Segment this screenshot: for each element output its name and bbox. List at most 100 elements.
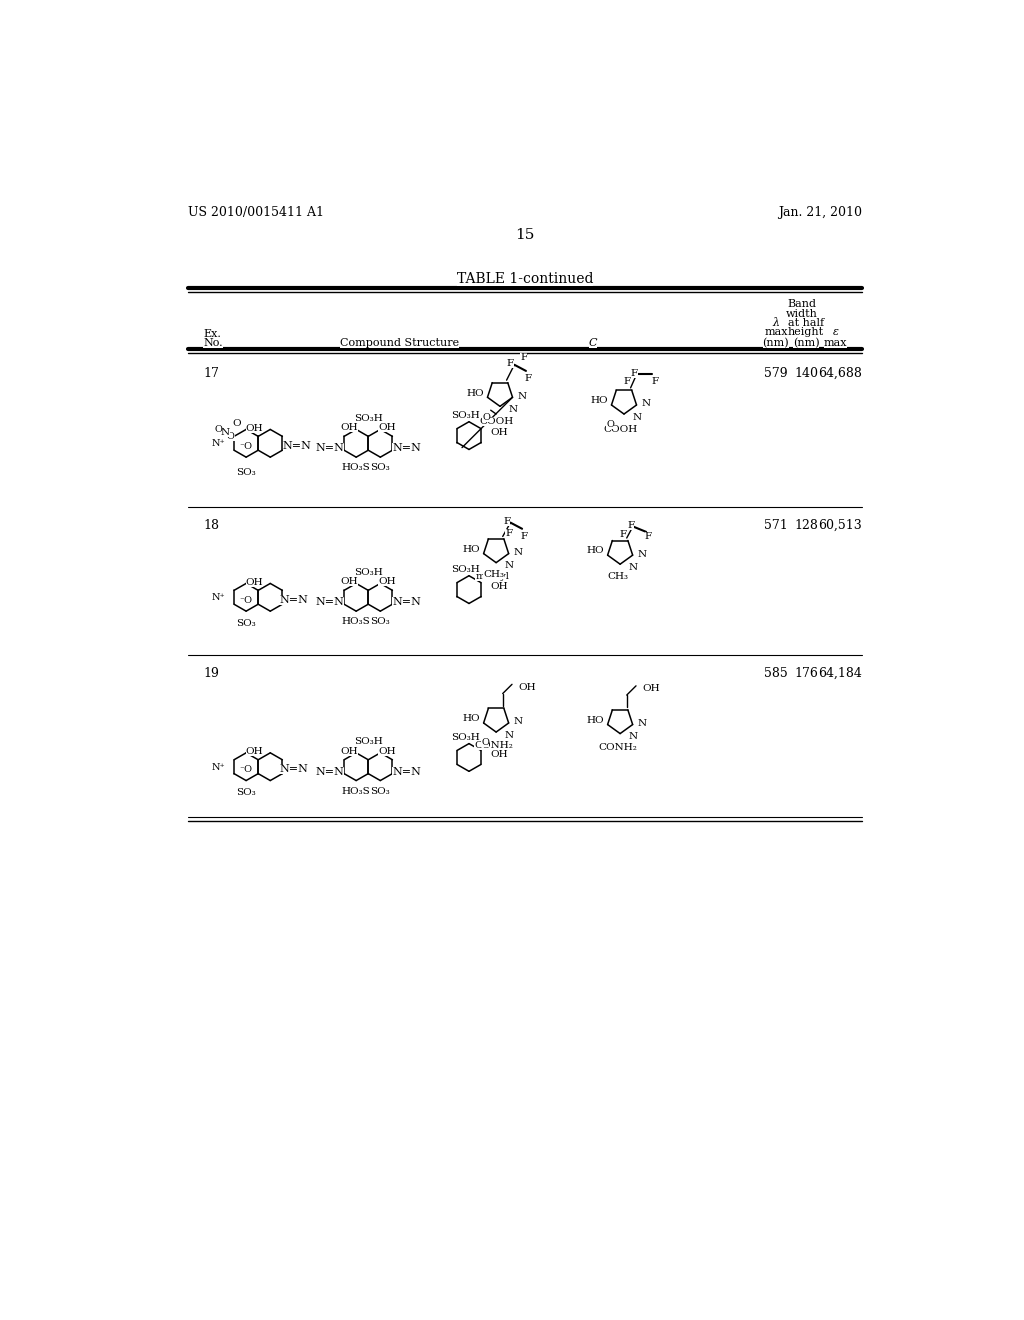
- Text: O: O: [606, 420, 614, 429]
- Text: O: O: [227, 432, 234, 441]
- Text: N=N: N=N: [280, 764, 308, 775]
- Text: OH: OH: [340, 424, 358, 432]
- Text: HO: HO: [463, 714, 480, 723]
- Text: F: F: [506, 529, 512, 537]
- Text: SO₃: SO₃: [237, 788, 256, 797]
- Text: max: max: [764, 327, 787, 337]
- Text: N⁺: N⁺: [211, 593, 225, 602]
- Text: ⁻O: ⁻O: [240, 442, 252, 451]
- Text: SO₃H: SO₃H: [354, 568, 383, 577]
- Text: methyl: methyl: [475, 572, 509, 581]
- Text: SO₃H: SO₃H: [451, 733, 479, 742]
- Text: N: N: [637, 719, 646, 727]
- Text: N=N: N=N: [315, 444, 344, 453]
- Text: (nm): (nm): [763, 338, 790, 348]
- Text: Band: Band: [787, 300, 817, 309]
- Text: OH: OH: [340, 747, 358, 755]
- Text: F: F: [520, 354, 527, 362]
- Text: F: F: [624, 378, 631, 385]
- Text: 60,513: 60,513: [818, 519, 862, 532]
- Text: OH: OH: [340, 577, 358, 586]
- Text: N=N: N=N: [315, 767, 344, 776]
- Text: N⁺: N⁺: [211, 440, 225, 449]
- Text: N=N: N=N: [392, 444, 421, 453]
- Text: US 2010/0015411 A1: US 2010/0015411 A1: [187, 206, 324, 219]
- Text: N=N: N=N: [315, 598, 344, 607]
- Text: Compound Structure: Compound Structure: [340, 338, 459, 347]
- Text: N: N: [629, 562, 638, 572]
- Text: OH: OH: [246, 424, 263, 433]
- Text: 64,688: 64,688: [818, 367, 862, 380]
- Text: F: F: [645, 532, 652, 541]
- Text: No.: No.: [203, 338, 223, 347]
- Text: OH: OH: [379, 577, 396, 586]
- Text: F: F: [521, 532, 528, 541]
- Text: SO₃: SO₃: [371, 787, 390, 796]
- Text: SO₃H: SO₃H: [451, 565, 479, 574]
- Text: OH: OH: [246, 578, 263, 587]
- Text: 17: 17: [203, 367, 219, 380]
- Text: 176: 176: [795, 667, 818, 680]
- Text: N=N: N=N: [392, 598, 421, 607]
- Text: ⁻O: ⁻O: [240, 595, 252, 605]
- Text: SO₃H: SO₃H: [451, 411, 479, 420]
- Text: OH: OH: [379, 424, 396, 432]
- Text: F: F: [507, 359, 514, 367]
- Text: HO: HO: [591, 396, 608, 405]
- Text: O: O: [214, 425, 222, 434]
- Text: CONH₂: CONH₂: [474, 742, 513, 750]
- Text: 128: 128: [795, 519, 818, 532]
- Text: N=N: N=N: [280, 595, 308, 605]
- Text: λ: λ: [772, 318, 779, 327]
- Text: 571: 571: [764, 519, 787, 532]
- Text: OH: OH: [518, 682, 536, 692]
- Text: CH₃: CH₃: [607, 572, 629, 581]
- Text: 15: 15: [515, 227, 535, 242]
- Text: HO: HO: [463, 545, 480, 554]
- Text: ε: ε: [833, 327, 839, 337]
- Text: OH: OH: [490, 428, 508, 437]
- Text: N: N: [629, 733, 638, 742]
- Text: SO₃: SO₃: [237, 619, 256, 628]
- Text: N: N: [633, 413, 642, 421]
- Text: COOH: COOH: [603, 425, 637, 434]
- Text: max: max: [824, 338, 847, 347]
- Text: COOH: COOH: [479, 417, 513, 426]
- Text: Ex.: Ex.: [203, 329, 221, 338]
- Text: N: N: [509, 405, 518, 414]
- Text: HO: HO: [467, 388, 484, 397]
- Text: SO₃: SO₃: [237, 469, 256, 477]
- Text: ⁻O: ⁻O: [240, 766, 252, 775]
- Text: OH: OH: [246, 747, 263, 756]
- Text: OH: OH: [490, 750, 508, 759]
- Text: HO: HO: [587, 546, 604, 556]
- Text: SO₃H: SO₃H: [354, 738, 383, 746]
- Text: HO₃S: HO₃S: [342, 618, 371, 626]
- Text: N: N: [517, 392, 526, 401]
- Text: (nm): (nm): [793, 338, 819, 348]
- Text: OH: OH: [379, 747, 396, 755]
- Text: Jan. 21, 2010: Jan. 21, 2010: [778, 206, 862, 219]
- Text: 585: 585: [764, 667, 787, 680]
- Text: CONH₂: CONH₂: [598, 743, 637, 752]
- Text: OH: OH: [642, 684, 659, 693]
- Text: N⁺: N⁺: [211, 763, 225, 772]
- Text: F: F: [631, 368, 638, 378]
- Text: 579: 579: [764, 367, 787, 380]
- Text: HO: HO: [587, 715, 604, 725]
- Text: N=N: N=N: [392, 767, 421, 776]
- Text: N: N: [637, 549, 646, 558]
- Text: SO₃H: SO₃H: [354, 414, 383, 422]
- Text: N: N: [505, 561, 514, 570]
- Text: height: height: [788, 327, 824, 337]
- Text: F: F: [503, 517, 510, 527]
- Text: F: F: [652, 378, 659, 385]
- Text: N: N: [641, 400, 650, 408]
- Text: TABLE 1-continued: TABLE 1-continued: [457, 272, 593, 286]
- Text: O: O: [481, 738, 489, 747]
- Text: SO₃: SO₃: [371, 618, 390, 626]
- Text: O: O: [232, 418, 241, 428]
- Text: N: N: [513, 548, 522, 557]
- Text: 19: 19: [203, 667, 219, 680]
- Text: F: F: [524, 374, 531, 383]
